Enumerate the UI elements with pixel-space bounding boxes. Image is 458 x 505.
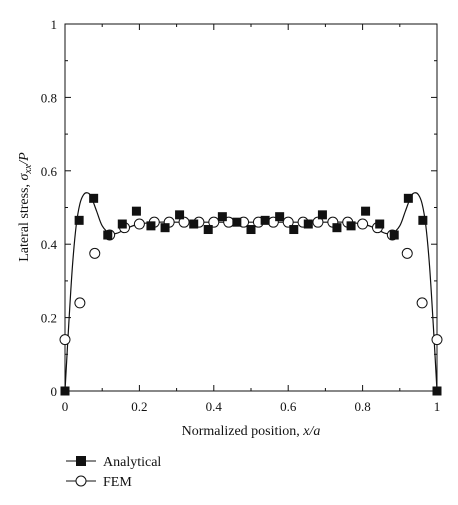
legend-label-fem: FEM [103, 475, 132, 490]
analytical-point [246, 225, 256, 235]
analytical-point [260, 215, 270, 225]
x-tick-label: 0 [62, 399, 69, 414]
fem-point [74, 297, 86, 309]
analytical-point [361, 206, 371, 216]
analytical-point [289, 225, 299, 235]
x-tick-label: 0.4 [206, 399, 223, 414]
x-tick-label: 0.8 [354, 399, 370, 414]
ticks-layer: 0 0.2 0.4 0.6 0.8 1 0 0.2 0.4 0.6 0.8 1 [41, 17, 441, 414]
fem-point [208, 216, 220, 228]
fem-point [133, 218, 145, 230]
analytical-point [89, 193, 99, 203]
y-axis-label: Lateral stress, σxx/P [17, 152, 34, 262]
legend-item-analytical: Analytical [66, 455, 161, 470]
analytical-point [403, 193, 413, 203]
fem-point [89, 247, 101, 259]
fem-point [416, 297, 428, 309]
fem-point [431, 334, 443, 346]
y-tick-label: 0.2 [41, 311, 57, 326]
analytical-point [332, 223, 342, 233]
analytical-point [60, 386, 70, 396]
y-tick-label: 0.4 [41, 237, 58, 252]
y-tick-label: 0.8 [41, 90, 57, 105]
analytical-point [432, 386, 442, 396]
analytical-point [203, 225, 213, 235]
analytical-point [117, 219, 127, 229]
analytical-point [389, 230, 399, 240]
analytical-point [275, 212, 285, 222]
fem-point [357, 218, 369, 230]
analytical-point [317, 210, 327, 220]
y-tick-label: 0.6 [41, 164, 58, 179]
x-tick-label: 1 [434, 399, 441, 414]
legend-marker-fem [75, 475, 87, 487]
analytical-point [74, 215, 84, 225]
analytical-point [232, 217, 242, 227]
analytical-point [346, 221, 356, 231]
analytical-point [217, 212, 227, 222]
analytical-point [189, 219, 199, 229]
y-tick-label: 0 [51, 384, 58, 399]
y-tick-label: 1 [51, 17, 58, 32]
analytical-point [103, 230, 113, 240]
analytical-point [418, 215, 428, 225]
legend-item-fem: FEM [66, 475, 132, 490]
fem-point [401, 247, 413, 259]
x-tick-label: 0.2 [131, 399, 147, 414]
x-tick-label: 0.6 [280, 399, 297, 414]
legend-marker-analytical [76, 456, 86, 466]
analytical-point [175, 210, 185, 220]
analytical-point [131, 206, 141, 216]
analytical-point [303, 219, 313, 229]
fem-point [282, 216, 294, 228]
x-axis-label: Normalized position, x/a [182, 424, 321, 439]
fitted-curve-line [64, 192, 438, 392]
analytical-point [146, 221, 156, 231]
plot-frame [64, 23, 438, 392]
analytical-point [375, 219, 385, 229]
legend: Analytical FEM [66, 455, 161, 490]
legend-label-analytical: Analytical [103, 455, 161, 470]
fem-point [59, 334, 71, 346]
series-layer [59, 192, 443, 396]
analytical-point [160, 223, 170, 233]
